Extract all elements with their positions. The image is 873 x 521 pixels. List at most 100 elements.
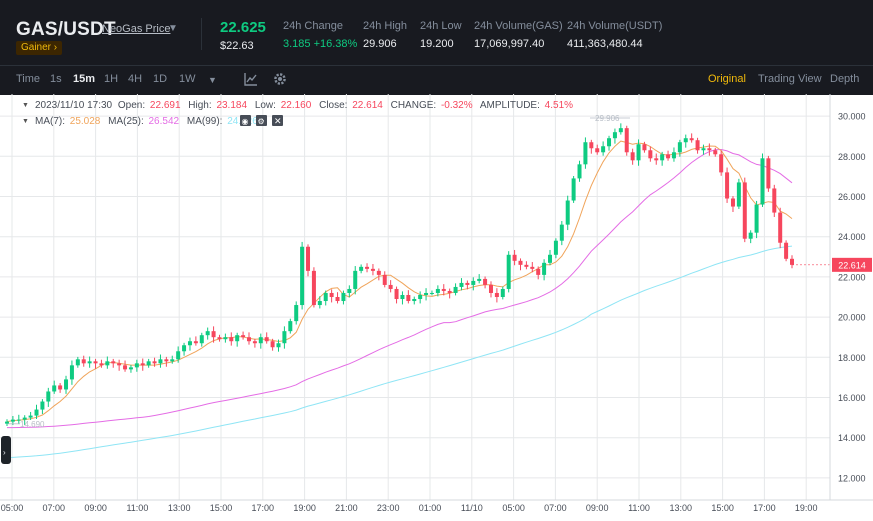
candle bbox=[725, 167, 730, 203]
candle bbox=[447, 288, 452, 299]
candle bbox=[760, 153, 765, 207]
candle-body bbox=[518, 260, 523, 265]
candle bbox=[123, 360, 128, 372]
indicator-icon[interactable] bbox=[244, 72, 258, 86]
candle bbox=[500, 286, 505, 300]
candle bbox=[199, 332, 204, 347]
candle-body bbox=[736, 182, 741, 207]
candle bbox=[542, 259, 547, 281]
timeframe-1d[interactable]: 1D bbox=[153, 73, 168, 85]
timeframe-1s[interactable]: 1s bbox=[50, 73, 62, 85]
legend-ma: ▼ MA(7): 25.028 MA(25): 26.542 MA(99): 2… bbox=[22, 115, 283, 127]
ma-visibility-icon[interactable]: ◉ bbox=[240, 115, 251, 126]
candle bbox=[22, 415, 27, 426]
candle-body bbox=[99, 363, 104, 366]
candle bbox=[677, 139, 682, 157]
timeframe-1h[interactable]: 1H bbox=[104, 73, 119, 85]
candle bbox=[494, 288, 499, 303]
candle bbox=[453, 283, 458, 296]
view-original[interactable]: Original bbox=[708, 73, 746, 85]
candle-body bbox=[105, 361, 110, 366]
svg-text:✕: ✕ bbox=[274, 116, 282, 126]
candle bbox=[477, 274, 482, 284]
candle bbox=[748, 230, 753, 244]
stat-value: 3.185 +16.38% bbox=[283, 38, 358, 50]
candle-body bbox=[329, 292, 334, 297]
legend-ohlc-text: 2023/11/10 17:30 Open: 22.691 High: 23.1… bbox=[35, 100, 573, 111]
timeframe-time[interactable]: Time bbox=[16, 73, 41, 85]
view-depth[interactable]: Depth bbox=[830, 73, 860, 85]
candle-body bbox=[388, 284, 393, 289]
candle bbox=[329, 289, 334, 303]
candle bbox=[365, 263, 370, 273]
ma25-series bbox=[7, 148, 793, 429]
candle-body bbox=[40, 401, 45, 410]
x-tick-label: 05:00 bbox=[502, 503, 525, 513]
candle-body bbox=[288, 321, 293, 332]
candle bbox=[170, 355, 175, 364]
candle-body bbox=[512, 254, 517, 261]
timeframe-15m[interactable]: 15m bbox=[73, 73, 96, 85]
x-tick-label: 11/10 bbox=[461, 503, 483, 513]
view-trading-view[interactable]: Trading View bbox=[758, 73, 822, 85]
candle bbox=[595, 144, 600, 155]
x-tick-label: 07:00 bbox=[544, 503, 567, 513]
legend-collapse-icon: ▼ bbox=[22, 102, 29, 109]
timeframe-1w[interactable]: 1W bbox=[179, 73, 196, 85]
settings-icon[interactable] bbox=[273, 72, 287, 86]
candle bbox=[34, 404, 39, 420]
candle-body bbox=[459, 282, 464, 287]
candle bbox=[754, 200, 759, 239]
candle bbox=[323, 290, 328, 306]
candle bbox=[187, 337, 192, 351]
candle-body bbox=[353, 270, 358, 289]
gainer-badge[interactable]: Gainer › bbox=[16, 41, 63, 55]
y-tick-label: 20.000 bbox=[838, 313, 866, 323]
candle-body bbox=[660, 154, 665, 161]
candle bbox=[553, 238, 558, 259]
candle bbox=[441, 284, 446, 296]
candle-body bbox=[719, 154, 724, 173]
scroll-left-handle[interactable]: › bbox=[1, 436, 11, 464]
ma99-series bbox=[6, 245, 793, 459]
candle-body bbox=[577, 164, 582, 179]
current-price-label: 22.614 bbox=[838, 260, 866, 270]
market-header: GAS/USDT NeoGas Price ▼ Gainer › 22.625 … bbox=[0, 0, 873, 65]
coin-price-link[interactable]: NeoGas Price bbox=[102, 23, 171, 35]
stat-label: 24h High bbox=[363, 20, 408, 32]
more-timeframes-icon[interactable]: ▼ bbox=[208, 75, 217, 85]
candle bbox=[536, 266, 541, 280]
candle bbox=[370, 264, 375, 276]
candle-body bbox=[642, 144, 647, 151]
pair-dropdown-icon[interactable]: ▼ bbox=[168, 23, 178, 34]
candle bbox=[140, 358, 145, 371]
candle-body bbox=[300, 246, 305, 306]
candle bbox=[388, 280, 393, 293]
candle bbox=[459, 278, 464, 291]
candle-body bbox=[229, 337, 234, 342]
low-marker-label: 14.690 bbox=[20, 420, 45, 429]
candle-body bbox=[742, 182, 747, 239]
candle-body bbox=[311, 270, 316, 306]
svg-text:⚙: ⚙ bbox=[258, 117, 265, 126]
ma-close-icon[interactable]: ✕ bbox=[272, 115, 283, 126]
timeframe-4h[interactable]: 4H bbox=[128, 73, 143, 85]
candlestick-chart[interactable]: 22.614 29.906 14.690 12.000 14.000 16.000 18.… bbox=[0, 94, 873, 516]
x-tick-label: 05:00 bbox=[1, 503, 24, 513]
candle bbox=[158, 354, 163, 368]
candle-body bbox=[52, 385, 57, 392]
stat-label: 24h Volume(GAS) bbox=[474, 20, 563, 32]
stat-24h-high: 24h High 29.906 bbox=[363, 20, 407, 50]
price-chart[interactable]: 22.614 29.906 14.690 12.000 14.000 16.000 18.… bbox=[0, 94, 873, 516]
candle-body bbox=[223, 337, 228, 340]
candle-body bbox=[211, 331, 216, 338]
candle bbox=[589, 139, 594, 154]
candle-body bbox=[713, 150, 718, 155]
candle bbox=[671, 147, 676, 162]
candle-body bbox=[182, 345, 187, 352]
candle-body bbox=[784, 242, 789, 259]
candle bbox=[229, 332, 234, 346]
candle bbox=[648, 146, 653, 162]
candle bbox=[790, 255, 794, 269]
ma-settings-icon[interactable]: ⚙ bbox=[256, 115, 267, 126]
